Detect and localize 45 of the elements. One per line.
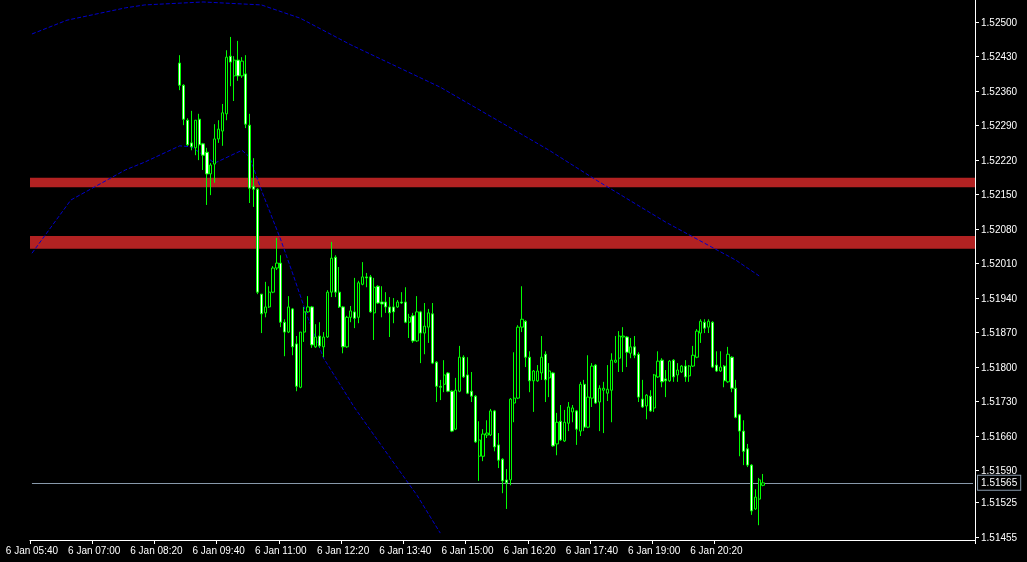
line-series xyxy=(31,1,760,277)
y-tick-label: 1.52360 xyxy=(981,85,1018,97)
candlestick xyxy=(190,110,193,151)
x-tick-label: 6 Jan 08:20 xyxy=(130,544,183,556)
y-tick-label: 1.51525 xyxy=(981,497,1018,509)
candlestick xyxy=(621,326,625,373)
y-tick-label: 1.52150 xyxy=(981,189,1018,201)
y-tick-label: 1.51660 xyxy=(981,430,1018,442)
y-tick-label: 1.52430 xyxy=(981,51,1018,63)
x-tick-label: 6 Jan 20:20 xyxy=(690,544,743,556)
candlestick xyxy=(586,354,590,429)
x-tick-label: 6 Jan 11:00 xyxy=(255,544,308,556)
y-tick-label: 1.52010 xyxy=(981,258,1018,270)
candlestick xyxy=(676,362,679,383)
y-tick-label: 1.51940 xyxy=(981,292,1018,304)
y-tick-label: 1.52500 xyxy=(981,16,1018,28)
x-tick-label: 6 Jan 12:20 xyxy=(316,544,370,556)
x-tick-label: 6 Jan 07:00 xyxy=(68,544,121,556)
y-tick-label: 1.51455 xyxy=(981,531,1018,543)
candlestick xyxy=(380,285,384,318)
candlestick xyxy=(205,147,209,206)
candlestick xyxy=(672,358,675,383)
candlestick xyxy=(388,296,391,338)
x-tick-label: 6 Jan 09:40 xyxy=(192,544,246,556)
y-tick-label: 1.51730 xyxy=(981,396,1018,408)
y-tick-label: 1.51870 xyxy=(981,327,1018,339)
candlestick xyxy=(758,477,761,526)
ref-line-label: 1.51565 xyxy=(981,477,1018,489)
y-tick-label: 1.51590 xyxy=(981,465,1018,477)
x-tick-label: 6 Jan 16:20 xyxy=(503,544,557,556)
candlestick xyxy=(353,277,356,329)
line-series xyxy=(31,145,441,534)
candlestick xyxy=(373,277,376,341)
candlestick xyxy=(684,359,687,383)
x-tick-label: 6 Jan 05:40 xyxy=(5,544,59,556)
x-tick-label: 6 Jan 15:00 xyxy=(441,544,495,556)
candlestick xyxy=(618,330,621,373)
y-tick-label: 1.52220 xyxy=(981,154,1018,166)
y-tick-label: 1.52290 xyxy=(981,120,1018,132)
x-tick-label: 6 Jan 13:40 xyxy=(379,544,432,556)
y-tick-label: 1.52080 xyxy=(981,223,1018,235)
x-tick-label: 6 Jan 17:40 xyxy=(565,544,619,556)
x-tick-label: 6 Jan 19:00 xyxy=(628,544,681,556)
y-tick-label: 1.51800 xyxy=(981,361,1018,373)
candlestick xyxy=(711,320,714,369)
